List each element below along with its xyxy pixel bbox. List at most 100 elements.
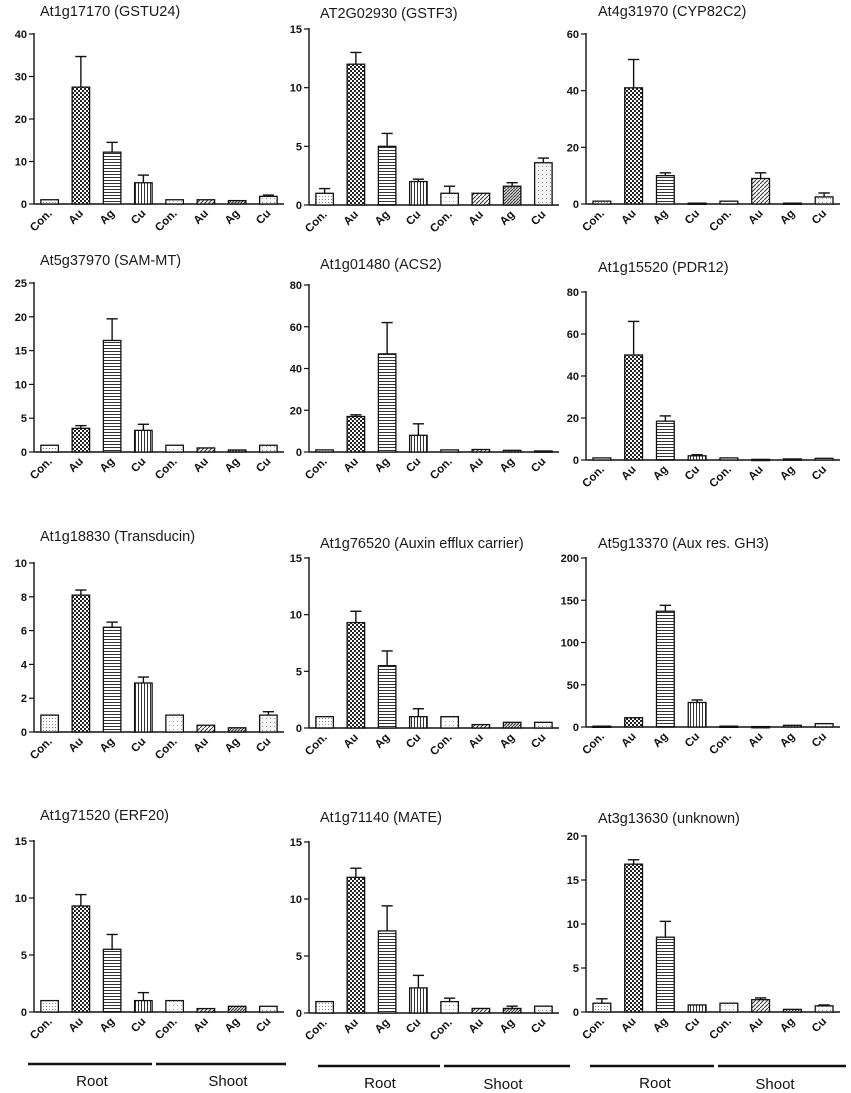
x-tick-label: Con. bbox=[707, 731, 734, 758]
bar bbox=[227, 449, 247, 453]
bar bbox=[258, 714, 278, 733]
x-tick-label: Con. bbox=[28, 456, 55, 483]
y-tick-label: 2 bbox=[21, 693, 27, 705]
panel-6: At1g15520 (PDR12) 0 20 40 60 80 Con. Au Ag Cu Con.… bbox=[567, 260, 840, 490]
x-tick-label: Cu bbox=[529, 732, 548, 751]
x-tick-label: Au bbox=[192, 456, 211, 475]
x-tick-label: Ag bbox=[373, 732, 392, 751]
x-tick-label: Au bbox=[192, 736, 211, 755]
x-tick-label: Ag bbox=[98, 208, 117, 227]
bar bbox=[533, 1005, 553, 1014]
bar bbox=[258, 444, 278, 453]
x-tick-label: Con. bbox=[428, 1017, 455, 1044]
y-tick-label: 15 bbox=[567, 875, 579, 887]
y-tick-label: 15 bbox=[290, 553, 302, 565]
x-tick-label: Ag bbox=[223, 208, 242, 227]
x-tick-label: Con. bbox=[707, 464, 734, 491]
bar bbox=[71, 905, 91, 1013]
y-tick-label: 10 bbox=[290, 83, 302, 95]
bar bbox=[624, 87, 644, 205]
bar bbox=[315, 449, 335, 453]
y-tick-label: 5 bbox=[21, 413, 27, 425]
panel-4: At5g37970 (SAM-MT) 0 5 10 15 20 25 Con. Au Ag Cu Co… bbox=[15, 253, 284, 482]
x-tick-label: Con. bbox=[580, 464, 607, 491]
panel-title: At1g71520 (ERF20) bbox=[40, 808, 169, 824]
panel-title: At1g76520 (Auxin efflux carrier) bbox=[320, 536, 524, 552]
bar bbox=[102, 948, 122, 1013]
x-tick-label: Con. bbox=[153, 1016, 180, 1043]
x-tick-label: Cu bbox=[404, 209, 423, 228]
bar bbox=[687, 202, 707, 205]
bar bbox=[471, 192, 491, 206]
bar bbox=[719, 725, 739, 729]
x-tick-label: Con. bbox=[428, 209, 455, 236]
bar bbox=[533, 450, 553, 453]
x-tick-label: Au bbox=[467, 456, 486, 475]
bar bbox=[196, 199, 216, 205]
x-tick-label: Au bbox=[746, 464, 765, 483]
x-tick-label: Con. bbox=[707, 1016, 734, 1043]
bar bbox=[346, 621, 366, 729]
panel-title: At5g13370 (Aux res. GH3) bbox=[598, 536, 769, 552]
x-tick-label: Au bbox=[342, 732, 361, 751]
y-tick-label: 25 bbox=[15, 278, 27, 290]
panel-title: At1g71140 (MATE) bbox=[320, 810, 442, 826]
x-tick-label: Cu bbox=[404, 1017, 423, 1036]
panel-title: At1g18830 (Transducin) bbox=[40, 529, 195, 545]
y-tick-label: 20 bbox=[567, 142, 579, 154]
x-tick-label: Au bbox=[467, 1017, 486, 1036]
x-tick-label: Cu bbox=[404, 456, 423, 475]
x-tick-label: Con. bbox=[303, 1017, 330, 1044]
x-tick-label: Au bbox=[342, 209, 361, 228]
bar bbox=[40, 444, 60, 453]
bar bbox=[346, 63, 366, 206]
y-tick-label: 15 bbox=[15, 836, 27, 848]
panel-title: At1g17170 (GSTU24) bbox=[40, 4, 180, 20]
x-tick-label: Au bbox=[192, 208, 211, 227]
bar bbox=[165, 199, 185, 205]
x-tick-label: Con. bbox=[428, 732, 455, 759]
bar bbox=[624, 863, 644, 1013]
x-tick-label: Con. bbox=[303, 209, 330, 236]
x-tick-label: Ag bbox=[651, 208, 670, 227]
y-tick-label: 0 bbox=[21, 727, 27, 739]
bar bbox=[782, 1008, 802, 1013]
group-annotations: Root Shoot Root Shoot Root Shoot bbox=[28, 1062, 846, 1093]
bar bbox=[102, 626, 122, 733]
x-tick-label: Cu bbox=[810, 208, 829, 227]
x-tick-label: Au bbox=[342, 1017, 361, 1036]
bar bbox=[165, 444, 185, 453]
bar bbox=[196, 447, 216, 453]
bar bbox=[655, 420, 675, 461]
bar bbox=[165, 999, 185, 1013]
bar bbox=[377, 665, 397, 729]
panel-8: At1g76520 (Auxin efflux carrier) 0 5 10 15 Co… bbox=[290, 536, 559, 758]
y-tick-label: 10 bbox=[15, 379, 27, 391]
x-tick-label: Ag bbox=[651, 1016, 670, 1035]
x-tick-label: Ag bbox=[98, 1016, 117, 1035]
bar bbox=[502, 1007, 522, 1014]
y-tick-label: 80 bbox=[290, 280, 302, 292]
x-tick-label: Cu bbox=[683, 731, 702, 750]
x-tick-label: Cu bbox=[810, 1016, 829, 1035]
bar bbox=[102, 151, 122, 205]
x-tick-label: Au bbox=[746, 208, 765, 227]
root-label-col1: Root bbox=[76, 1073, 109, 1090]
shoot-label-col2: Shoot bbox=[483, 1076, 523, 1093]
x-tick-label: Ag bbox=[373, 1017, 392, 1036]
x-tick-label: Cu bbox=[254, 1016, 273, 1035]
bar bbox=[196, 724, 216, 733]
y-tick-label: 15 bbox=[290, 24, 302, 36]
x-tick-label: Ag bbox=[223, 1016, 242, 1035]
y-tick-label: 4 bbox=[21, 659, 28, 671]
bar bbox=[408, 987, 428, 1014]
x-tick-label: Cu bbox=[529, 1017, 548, 1036]
y-tick-label: 100 bbox=[561, 638, 579, 650]
y-tick-label: 40 bbox=[15, 29, 27, 41]
y-tick-label: 20 bbox=[567, 831, 579, 843]
y-tick-label: 40 bbox=[567, 86, 579, 98]
y-tick-label: 40 bbox=[290, 364, 302, 376]
bar bbox=[165, 714, 185, 733]
bar bbox=[502, 185, 522, 206]
